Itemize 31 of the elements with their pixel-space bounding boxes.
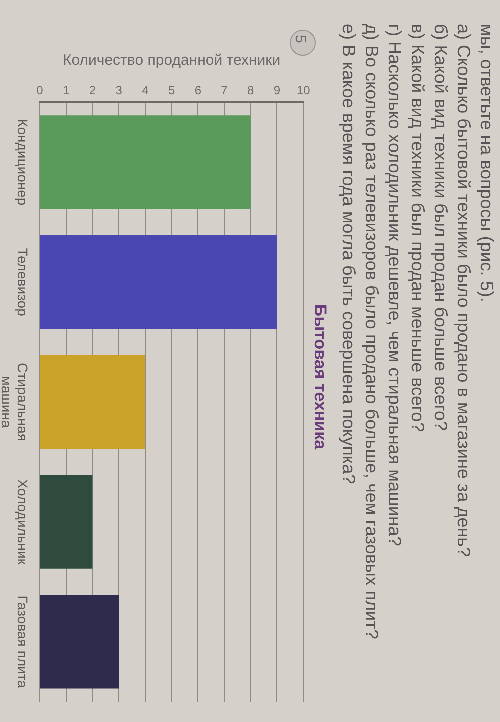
bar — [40, 355, 146, 449]
x-tick-label: 10 — [296, 84, 311, 98]
text: е) В какое время года могла быть совершена покупка? — [338, 24, 360, 486]
bar — [40, 116, 251, 210]
x-tick-label: 2 — [89, 84, 96, 98]
text: д) Во сколько раз телевизоров было продано больше, чем газовых плит? — [361, 24, 383, 642]
y-tick-label: Стиральная машина — [0, 362, 32, 442]
bar — [40, 475, 93, 569]
x-tick-label: 4 — [142, 84, 150, 98]
x-tick-label: 9 — [274, 84, 281, 98]
x-tick-label: 6 — [194, 84, 202, 98]
text: б) Какой вид техники был продан больше всего? — [430, 24, 452, 434]
y-tick-label: Газовая плита — [15, 596, 32, 689]
text: г) Насколько холодильник дешевле, чем стиральная машина? — [384, 24, 406, 548]
text: Бытовая техника — [311, 304, 330, 450]
x-tick-label: 7 — [221, 84, 228, 98]
text: а) Сколько бытовой техники было продано в магазине за день? — [453, 24, 475, 560]
y-tick-label: Кондиционер — [15, 119, 32, 206]
x-tick-label: 5 — [168, 84, 176, 98]
bar — [40, 595, 120, 689]
text: в) Какой вид техники был продан меньше всего? — [407, 24, 429, 434]
bar — [40, 236, 278, 330]
x-axis-title: Количество проданной техники — [63, 52, 281, 70]
x-tick-label: 8 — [248, 84, 255, 98]
text: мы, ответьте на вопросы (рис. 5). — [476, 24, 498, 304]
text: 5 — [292, 35, 309, 44]
x-tick-label: 3 — [116, 84, 123, 98]
y-tick-label: Телевизор — [15, 248, 32, 317]
y-tick-label: Холодильник — [15, 479, 32, 566]
x-tick-label: 1 — [63, 84, 70, 98]
x-tick-label: 0 — [36, 84, 44, 98]
